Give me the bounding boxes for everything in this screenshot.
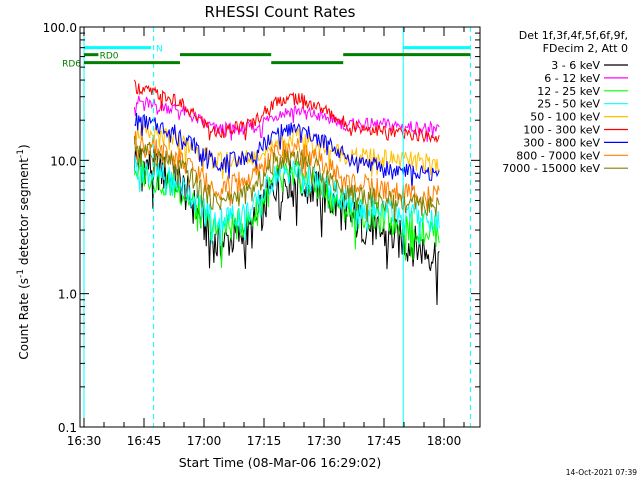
y-tick-label-2: 10.0	[50, 154, 77, 168]
x-tick-label-2: 16:45	[127, 434, 162, 448]
y-tick-label-4: 0.1	[58, 421, 77, 435]
y-axis-label-mid: detector segment	[17, 158, 31, 269]
y-axis-label-exp1: -1	[16, 269, 26, 278]
time-markers	[83, 27, 471, 427]
legend-label-7: 300 - 800 keV	[523, 136, 600, 149]
legend-label-1: 3 - 6 keV	[551, 59, 600, 72]
series-line-8	[133, 131, 440, 212]
x-tick-label-4: 17:15	[247, 434, 282, 448]
y-axis-label-exp2: -1	[16, 149, 26, 158]
series-line-9	[133, 136, 440, 222]
y-axis-label-main: Count Rate (s	[17, 278, 31, 360]
y-axis-ticks: 100.0 10.0 1.0 0.1	[43, 21, 480, 435]
legend-header-1: Det 1f,3f,4f,5f,6f,9f,	[519, 29, 628, 42]
series-lines	[133, 79, 440, 306]
legend: Det 1f,3f,4f,5f,6f,9f,FDecim 2, Att 0 3 -…	[502, 29, 628, 175]
y-axis-label: Count Rate (s-1 detector segment-1)	[16, 144, 31, 359]
x-tick-label-3: 17:00	[187, 434, 222, 448]
series-line-5	[133, 122, 440, 180]
plot-frame	[79, 26, 481, 428]
series-line-3	[133, 157, 440, 268]
legend-label-2: 6 - 12 keV	[544, 72, 600, 85]
x-axis-label: Start Time (08-Mar-06 16:29:02)	[179, 455, 382, 470]
state-annotation-1: N	[156, 45, 163, 55]
state-annotation-3: RD6	[62, 60, 81, 70]
legend-label-3: 12 - 25 keV	[537, 85, 600, 98]
state-bars	[84, 46, 471, 65]
plot-area: N RD0 RD6	[62, 26, 481, 428]
state-annotation-2: RD0	[100, 52, 119, 62]
y-tick-label-3: 1.0	[58, 288, 77, 302]
series-line-7	[134, 112, 440, 191]
legend-label-4: 25 - 50 keV	[537, 98, 600, 111]
x-tick-label-7: 18:00	[427, 434, 462, 448]
y-axis-label-end: )	[17, 144, 31, 149]
x-tick-label-6: 17:45	[367, 434, 402, 448]
legend-label-8: 800 - 7000 keV	[516, 149, 600, 162]
chart-title: RHESSI Count Rates	[205, 3, 356, 21]
legend-header-2: FDecim 2, Att 0	[543, 42, 628, 55]
legend-label-5: 50 - 100 keV	[530, 111, 600, 124]
x-tick-label-1: 16:30	[67, 434, 102, 448]
legend-label-9: 7000 - 15000 keV	[502, 162, 600, 175]
x-tick-label-5: 17:30	[307, 434, 342, 448]
legend-label-6: 100 - 300 keV	[523, 124, 600, 137]
svg-text:Count Rate (s-1 detector segme: Count Rate (s-1 detector segment-1)	[16, 144, 31, 359]
footer-timestamp: 14-Oct-2021 07:39	[566, 468, 637, 477]
y-tick-label-1: 100.0	[43, 21, 77, 35]
series-line-6	[133, 79, 440, 144]
x-axis-ticks: 16:30 16:45 17:00 17:15 17:30 17:45 18:00	[67, 27, 465, 448]
